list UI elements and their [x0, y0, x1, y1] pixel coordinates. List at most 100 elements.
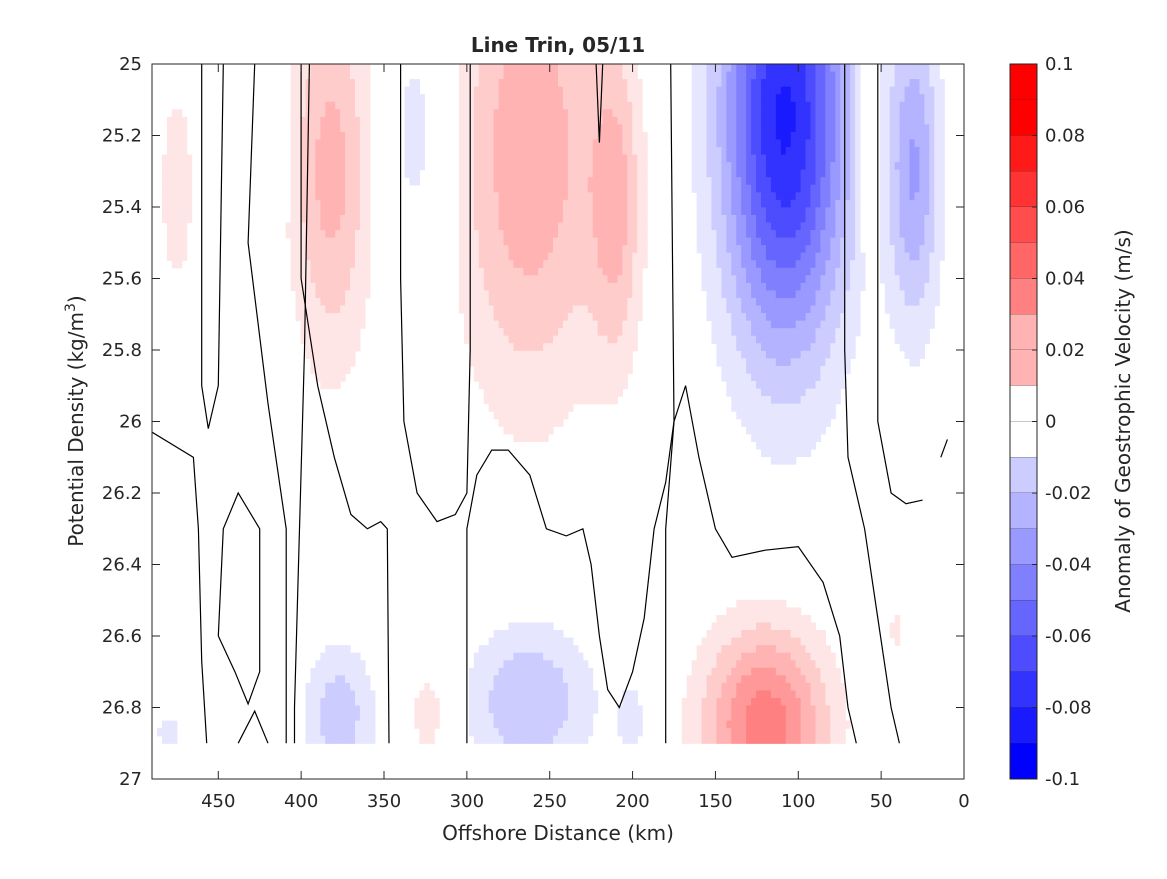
field-cell: [840, 199, 846, 208]
field-cell: [726, 184, 732, 193]
field-cell: [518, 131, 524, 141]
field-cell: [364, 109, 371, 118]
field-cell: [800, 184, 807, 193]
field-cell: [355, 697, 361, 707]
field-cell: [612, 335, 619, 344]
field-cell: [577, 124, 584, 133]
field-cell: [369, 705, 376, 714]
field-cell: [587, 365, 594, 375]
field-cell: [845, 169, 851, 178]
field-cell: [468, 64, 475, 73]
field-cell: [810, 705, 817, 714]
field-cell: [345, 101, 351, 110]
field-cell: [538, 396, 544, 405]
field-cell: [761, 418, 767, 427]
field-cell: [780, 637, 787, 646]
field-cell: [770, 139, 777, 148]
field-cell: [320, 79, 326, 88]
field-cell: [612, 290, 619, 299]
field-cell: [761, 365, 767, 375]
field-cell: [186, 199, 193, 208]
field-cell: [632, 697, 638, 707]
field-cell: [741, 690, 747, 699]
field-cell: [572, 388, 579, 397]
field-cell: [488, 682, 495, 692]
field-cell: [548, 645, 554, 654]
field-cell: [300, 101, 307, 110]
field-cell: [825, 690, 831, 699]
field-cell: [691, 71, 698, 80]
field-cell: [775, 396, 782, 405]
field-cell: [558, 365, 564, 375]
field-cell: [518, 313, 524, 322]
field-cell: [751, 64, 757, 73]
field-cell: [775, 147, 782, 156]
field-cell: [612, 237, 619, 246]
field-cell: [473, 260, 480, 269]
field-cell: [736, 305, 742, 314]
field-cell: [503, 358, 510, 367]
field-cell: [345, 177, 351, 186]
field-cell: [731, 207, 737, 216]
field-cell: [775, 139, 782, 148]
field-cell: [765, 622, 772, 631]
field-cell: [582, 290, 589, 299]
field-cell: [751, 343, 757, 352]
field-cell: [785, 71, 792, 80]
field-cell: [741, 660, 747, 669]
field-cell: [825, 380, 831, 390]
field-cell: [756, 343, 762, 352]
field-cell: [345, 720, 351, 729]
field-cell: [335, 365, 341, 375]
field-cell: [345, 71, 351, 80]
field-cell: [320, 728, 326, 737]
field-cell: [553, 260, 559, 269]
field-cell: [751, 350, 757, 359]
field-cell: [315, 147, 321, 156]
field-cell: [508, 335, 515, 344]
field-cell: [840, 245, 846, 254]
field-cell: [315, 335, 321, 344]
field-cell: [553, 94, 559, 103]
field-cell: [468, 154, 475, 163]
field-cell: [587, 79, 594, 88]
field-cell: [830, 282, 836, 292]
field-cell: [790, 222, 797, 231]
field-cell: [731, 230, 737, 239]
field-cell: [840, 214, 846, 224]
field-cell: [305, 313, 312, 322]
field-cell: [290, 282, 297, 292]
field-cell: [775, 260, 782, 269]
field-cell: [483, 682, 490, 692]
field-cell: [790, 660, 797, 669]
field-cell: [840, 275, 846, 284]
field-cell: [726, 335, 732, 344]
field-cell: [290, 267, 297, 276]
field-cell: [315, 214, 321, 224]
field-cell: [756, 350, 762, 359]
field-cell: [483, 728, 490, 737]
field-cell: [835, 388, 841, 397]
field-cell: [711, 282, 718, 292]
field-cell: [637, 169, 643, 178]
field-cell: [706, 290, 713, 299]
field-cell: [716, 86, 722, 95]
field-cell: [756, 267, 762, 276]
field-cell: [350, 230, 356, 239]
field-cell: [488, 116, 495, 125]
field-cell: [553, 667, 559, 676]
field-cell: [711, 94, 718, 103]
field-cell: [463, 177, 470, 186]
field-cell: [800, 275, 807, 284]
field-cell: [790, 290, 797, 299]
field-cell: [627, 252, 633, 261]
field-cell: [498, 162, 505, 171]
field-cell: [825, 313, 831, 322]
field-cell: [815, 169, 822, 178]
field-cell: [726, 305, 732, 314]
field-cell: [706, 282, 713, 292]
field-cell: [350, 313, 356, 322]
field-cell: [577, 675, 584, 684]
field-cell: [572, 667, 579, 676]
field-cell: [622, 720, 628, 729]
